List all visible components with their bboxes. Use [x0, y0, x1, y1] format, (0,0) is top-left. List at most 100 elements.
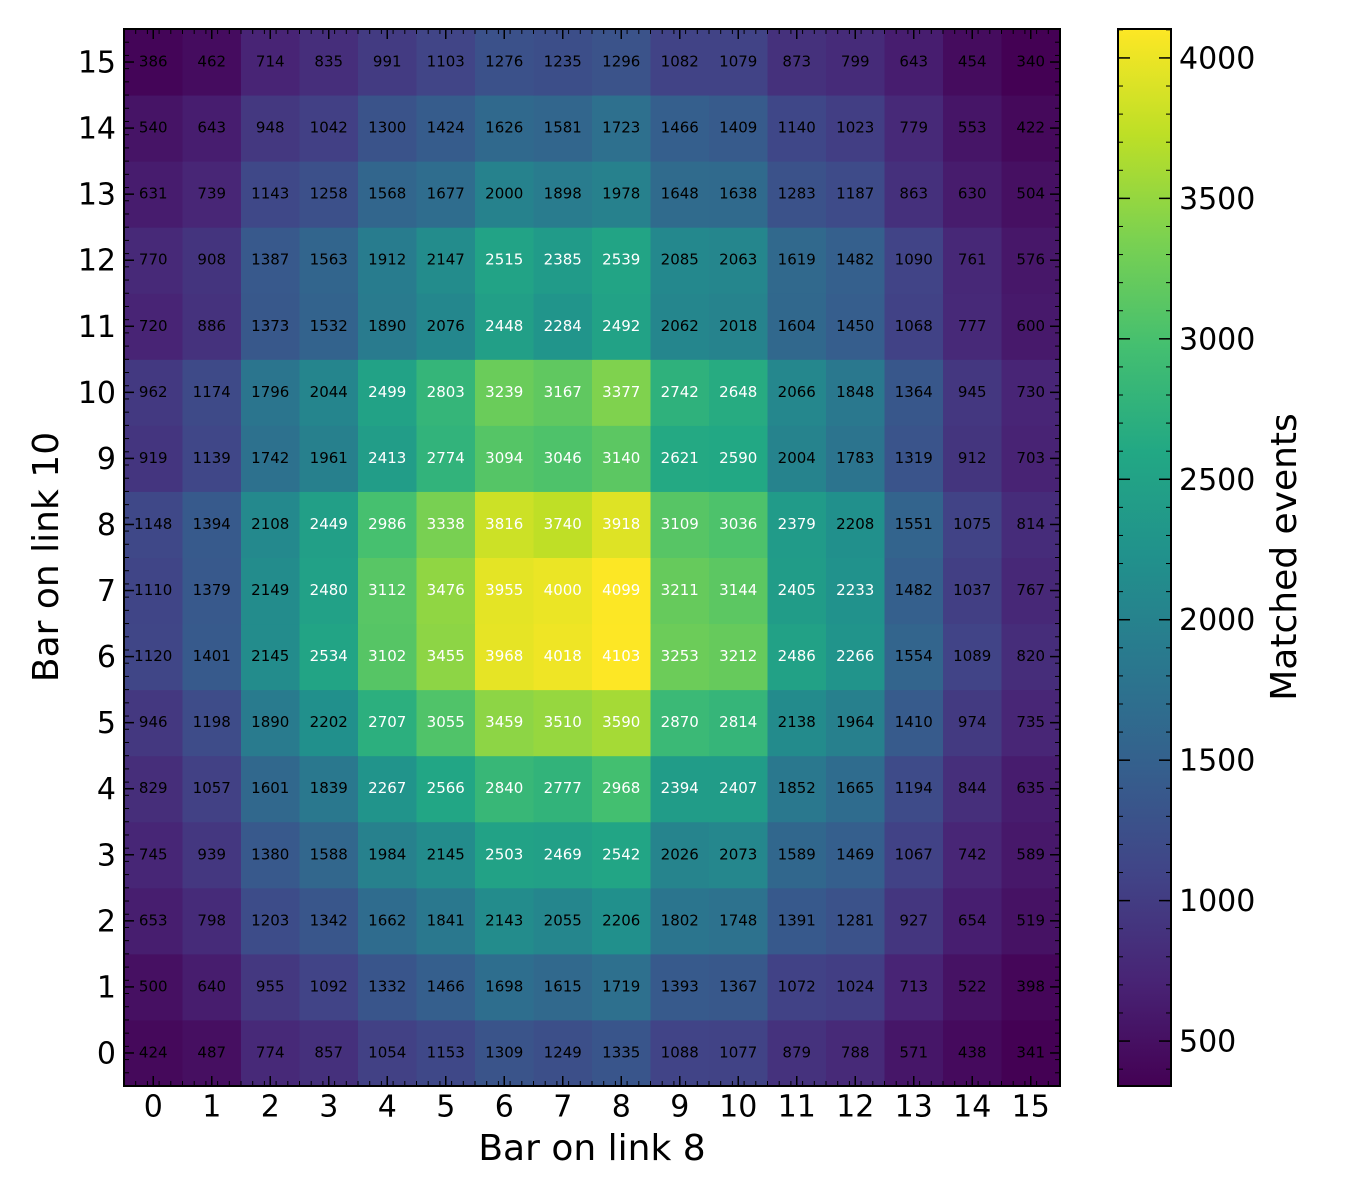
heatmap-cell	[358, 821, 417, 889]
heatmap-cell	[650, 161, 710, 228]
cell-label: 730	[1016, 383, 1045, 401]
y-tick-label: 13	[78, 178, 116, 213]
cell-label: 1890	[251, 713, 289, 731]
heatmap-cell	[241, 491, 300, 558]
heatmap-cell	[358, 95, 417, 162]
cell-label: 779	[899, 119, 928, 137]
heatmap-cell	[884, 425, 944, 492]
cell-label: 2202	[310, 713, 348, 731]
heatmap-cell	[943, 359, 1002, 426]
heatmap-cell	[475, 689, 534, 757]
cell-label: 1401	[193, 647, 231, 665]
cell-label: 1042	[310, 119, 348, 137]
heatmap-cell	[650, 689, 710, 757]
heatmap-cell	[826, 293, 885, 360]
heatmap-cell	[884, 161, 944, 228]
cell-label: 1619	[778, 251, 816, 269]
cell-label: 2503	[485, 845, 523, 863]
cell-label: 799	[841, 53, 870, 71]
cell-label: 3590	[602, 713, 640, 731]
cell-label: 3102	[368, 647, 406, 665]
heatmap-cell	[650, 227, 710, 294]
heatmap-cell	[416, 491, 476, 558]
y-tick-label: 12	[78, 244, 116, 279]
heatmap-cell	[592, 293, 651, 360]
heatmap-cell	[475, 293, 534, 360]
heatmap-cell	[592, 623, 651, 691]
heatmap-cell	[533, 227, 593, 294]
heatmap-cell	[709, 359, 768, 426]
heatmap-cell	[182, 623, 242, 691]
heatmap-cell	[767, 887, 827, 955]
x-tick-label: 4	[378, 1090, 397, 1125]
cell-label: 1978	[602, 185, 640, 203]
cell-label: 519	[1016, 911, 1045, 929]
heatmap-cell	[767, 29, 827, 96]
cell-label: 788	[841, 1043, 870, 1061]
heatmap-cell	[299, 293, 359, 360]
cell-label: 1393	[661, 977, 699, 995]
heatmap-cell	[533, 557, 593, 625]
cell-label: 1332	[368, 977, 406, 995]
heatmap-cell	[241, 755, 300, 823]
colorbar-tick-label: 500	[1179, 1025, 1236, 1060]
cell-label: 2085	[661, 251, 699, 269]
heatmap-cell	[182, 293, 242, 360]
cell-label: 1024	[836, 977, 874, 995]
heatmap-cell	[767, 425, 827, 492]
y-tick-label: 2	[97, 904, 116, 939]
heatmap-cell	[650, 29, 710, 96]
cell-label: 955	[256, 977, 285, 995]
cell-label: 422	[1016, 119, 1045, 137]
heatmap-cell	[767, 161, 827, 228]
heatmap-cell	[182, 755, 242, 823]
heatmap-cell	[767, 821, 827, 889]
cell-label: 653	[139, 911, 168, 929]
cell-label: 777	[958, 317, 987, 335]
cell-label: 1140	[778, 119, 816, 137]
cell-label: 1319	[895, 449, 933, 467]
heatmap-cell	[709, 557, 768, 625]
x-tick-label: 0	[144, 1090, 163, 1125]
cell-label: 1335	[602, 1043, 640, 1061]
heatmap-cell	[475, 29, 534, 96]
cell-label: 1281	[836, 911, 874, 929]
cell-label: 1615	[544, 977, 582, 995]
heatmap-cell	[416, 821, 476, 889]
cell-label: 1235	[544, 53, 582, 71]
heatmap-cell	[709, 425, 768, 492]
heatmap-cell	[299, 491, 359, 558]
cell-label: 1450	[836, 317, 874, 335]
heatmap-cell	[709, 29, 768, 96]
heatmap-cell	[533, 623, 593, 691]
cell-label: 1482	[836, 251, 874, 269]
heatmap-cell	[241, 821, 300, 889]
cell-label: 1912	[368, 251, 406, 269]
cell-label: 540	[139, 119, 168, 137]
heatmap-cell	[182, 689, 242, 757]
cell-label: 2149	[251, 581, 289, 599]
heatmap-cell	[475, 821, 534, 889]
y-tick-label: 5	[97, 706, 116, 741]
cell-label: 739	[197, 185, 226, 203]
cell-label: 1120	[134, 647, 172, 665]
cell-label: 863	[899, 185, 928, 203]
heatmap-cell	[182, 953, 242, 1021]
cell-label: 3112	[368, 581, 406, 599]
cell-label: 835	[314, 53, 343, 71]
cell-label: 2147	[427, 251, 465, 269]
heatmap-cell	[475, 359, 534, 426]
heatmap-cell	[767, 689, 827, 757]
cell-label: 2777	[544, 779, 582, 797]
cell-label: 2405	[778, 581, 816, 599]
cell-label: 2407	[719, 779, 757, 797]
heatmap-cell	[884, 821, 944, 889]
cell-label: 1139	[193, 449, 231, 467]
heatmap-cell	[884, 359, 944, 426]
cell-label: 1719	[602, 977, 640, 995]
heatmap-cell	[709, 293, 768, 360]
cell-label: 2267	[368, 779, 406, 797]
cell-label: 1276	[485, 53, 523, 71]
cell-label: 3212	[719, 647, 757, 665]
cell-label: 3253	[661, 647, 699, 665]
